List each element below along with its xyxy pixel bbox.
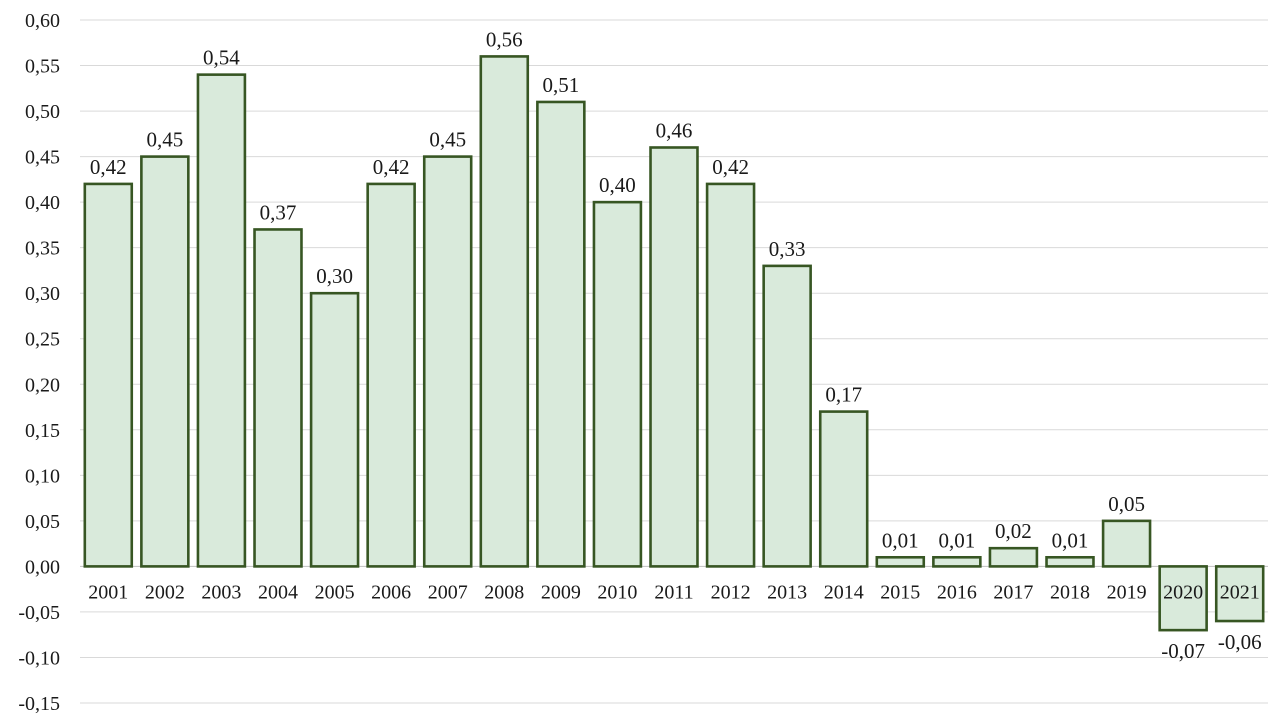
x-category-label: 2001 (88, 581, 128, 603)
y-tick-label: 0,25 (25, 329, 60, 351)
bar-2005 (309, 291, 360, 568)
bars (83, 55, 1265, 632)
x-category-label: 2006 (371, 581, 411, 603)
data-label: 0,54 (203, 46, 240, 70)
data-label: 0,40 (599, 173, 636, 197)
data-label: 0,01 (882, 528, 919, 552)
y-tick-label: 0,10 (25, 465, 60, 487)
y-tick-label: -0,15 (18, 693, 60, 715)
y-tick-label: -0,05 (18, 602, 60, 624)
data-label: 0,37 (260, 200, 297, 224)
y-tick-label: 0,45 (25, 147, 60, 169)
data-label: 0,46 (656, 118, 693, 142)
y-axis-ticks: 0,60 0,55 0,50 0,45 0,40 0,35 0,30 0,25 0,20 0,15… (18, 10, 60, 715)
data-label: 0,05 (1108, 492, 1145, 516)
x-axis-categories: 2001 2002 2003 2004 2005 2006 2007 2008 2009 2010… (88, 581, 1259, 603)
x-category-label: 2004 (258, 581, 298, 603)
bar-2018 (1045, 555, 1095, 568)
y-tick-label: 0,55 (25, 56, 60, 78)
data-label: 0,17 (825, 383, 862, 407)
data-label: 0,33 (769, 237, 806, 261)
data-label: 0,56 (486, 27, 523, 51)
y-tick-label: 0,00 (25, 556, 60, 578)
data-label: 0,01 (938, 528, 975, 552)
x-category-label: 2015 (880, 581, 920, 603)
bar-2006 (366, 182, 416, 568)
x-category-label: 2012 (711, 581, 751, 603)
bar-2012 (705, 182, 756, 568)
x-category-label: 2007 (428, 581, 468, 603)
x-category-label: 2013 (767, 581, 807, 603)
bar-2001 (83, 182, 134, 568)
bar-2009 (536, 100, 586, 568)
data-label: -0,06 (1218, 630, 1262, 654)
data-label: 0,51 (542, 73, 579, 97)
bar-2002 (140, 155, 190, 568)
y-tick-label: -0,10 (18, 647, 60, 669)
y-tick-label: 0,60 (25, 10, 60, 32)
bar-2015 (875, 555, 926, 568)
data-label: 0,30 (316, 264, 353, 288)
data-label: -0,07 (1161, 639, 1205, 663)
y-tick-label: 0,20 (25, 374, 60, 396)
data-label: 0,45 (429, 128, 466, 152)
x-category-label: 2002 (145, 581, 185, 603)
bar-2011 (649, 146, 699, 568)
data-label: 0,42 (712, 155, 749, 179)
y-tick-label: 0,35 (25, 238, 60, 260)
bar-2014 (818, 410, 869, 568)
data-label: 0,42 (90, 155, 127, 179)
bar-2008 (479, 55, 530, 568)
x-category-label: 2003 (201, 581, 241, 603)
y-tick-label: 0,40 (25, 192, 60, 214)
bar-2017 (988, 546, 1039, 568)
x-category-label: 2016 (937, 581, 977, 603)
x-category-label: 2009 (541, 581, 581, 603)
y-tick-label: 0,05 (25, 511, 60, 533)
bar-2020 (1158, 565, 1208, 632)
x-category-label: 2011 (654, 581, 693, 603)
data-label: 0,45 (146, 128, 183, 152)
data-label: 0,01 (1052, 528, 1089, 552)
data-labels: 0,42 0,45 0,54 0,37 0,30 0,42 0,45 0,56 0,51 0,40… (90, 27, 1262, 663)
x-category-label: 2005 (315, 581, 355, 603)
data-label: 0,42 (373, 155, 410, 179)
x-category-label: 2019 (1107, 581, 1147, 603)
x-category-label: 2010 (597, 581, 637, 603)
x-category-label: 2017 (993, 581, 1033, 603)
x-category-label: 2014 (824, 581, 864, 603)
x-category-label: 2018 (1050, 581, 1090, 603)
x-category-label: 2008 (484, 581, 524, 603)
x-category-label: 2020 (1163, 581, 1203, 603)
bar-2021 (1214, 565, 1265, 623)
bar-2007 (422, 155, 473, 568)
bar-2016 (932, 555, 982, 568)
bar-2003 (196, 73, 247, 568)
bar-2010 (592, 200, 643, 568)
bar-2004 (253, 228, 303, 568)
x-category-label: 2021 (1220, 581, 1260, 603)
y-tick-label: 0,50 (25, 101, 60, 123)
data-label: 0,02 (995, 519, 1032, 543)
bar-2013 (762, 264, 812, 568)
bar-2019 (1101, 519, 1152, 568)
y-tick-label: 0,15 (25, 420, 60, 442)
y-tick-label: 0,30 (25, 283, 60, 305)
